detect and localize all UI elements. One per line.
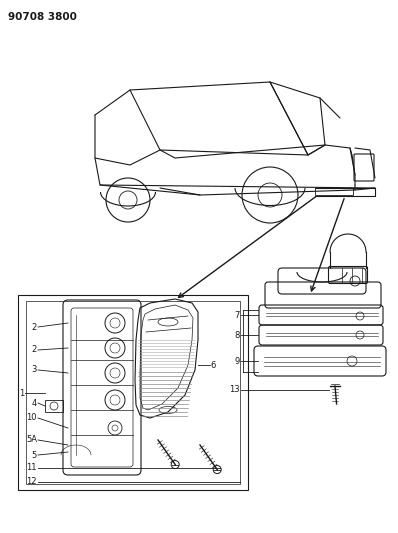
Text: 5A: 5A [26,435,37,445]
Text: 12: 12 [27,478,37,487]
Text: 1: 1 [19,389,24,398]
Text: 13: 13 [229,385,240,394]
Text: 2: 2 [32,345,37,354]
Text: 3: 3 [31,366,37,375]
Text: 9: 9 [235,357,240,366]
Text: 7: 7 [235,311,240,319]
Text: 10: 10 [27,414,37,423]
Text: 8: 8 [235,330,240,340]
Text: 90708 3800: 90708 3800 [8,12,77,22]
Bar [45,400,63,412]
Text: 6: 6 [210,360,215,369]
Text: 11: 11 [27,464,37,472]
Text: 5: 5 [32,450,37,459]
Text: 2: 2 [32,322,37,332]
Text: 4: 4 [32,399,37,408]
Bar [315,188,353,195]
Bar [18,295,248,490]
Bar [26,301,240,484]
